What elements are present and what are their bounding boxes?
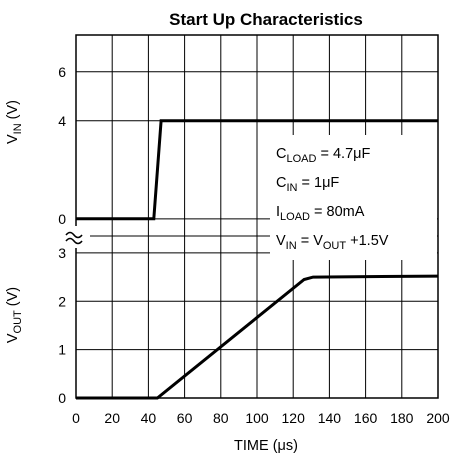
x-tick-label: 120 [282, 410, 306, 426]
y-tick-label: 6 [58, 64, 66, 80]
annotation-background [270, 135, 437, 260]
x-tick-label: 60 [177, 410, 193, 426]
y-tick-labels: 0 4 6 0 1 2 3 [58, 64, 66, 406]
x-tick-labels: 0 20 40 60 80 100 120 140 160 180 200 [72, 410, 450, 426]
axis-break-stroke [65, 231, 83, 239]
x-tick-label: 80 [213, 410, 229, 426]
x-tick-label: 0 [72, 410, 80, 426]
axis-break-stroke [65, 237, 83, 245]
y-tick-label: 1 [58, 342, 66, 358]
axis-break-icon [62, 226, 90, 248]
x-tick-label: 20 [104, 410, 120, 426]
y-tick-label: 0 [58, 390, 66, 406]
chart-title: Start Up Characteristics [169, 10, 363, 29]
x-tick-label: 180 [390, 410, 414, 426]
test-conditions: CLOAD = 4.7μF CIN = 1μF ILOAD = 80mA VIN = … [270, 135, 437, 260]
x-tick-label: 100 [245, 410, 269, 426]
x-tick-label: 40 [141, 410, 157, 426]
annotation-line: VIN = VOUT +1.5V [276, 233, 389, 252]
y-tick-label: 2 [58, 293, 66, 309]
x-tick-label: 200 [426, 410, 450, 426]
x-tick-label: 160 [354, 410, 378, 426]
y-tick-label: 4 [58, 113, 66, 129]
y-tick-label: 0 [58, 211, 66, 227]
annotation-line: ILOAD = 80mA [276, 204, 365, 223]
annotation-line: CIN = 1μF [276, 175, 339, 194]
x-tick-label: 140 [318, 410, 342, 426]
y-axis-label-vin: VIN (V) [5, 100, 24, 144]
series-line-vout [76, 274, 439, 400]
y-tick-label: 3 [58, 245, 66, 261]
y-axis-label-vout: VOUT (V) [5, 287, 24, 343]
plot-frame [75, 34, 439, 399]
series-lines [76, 119, 439, 400]
series-line-vin [76, 119, 438, 221]
x-axis-label: TIME (μs) [234, 438, 298, 454]
plot-border [75, 34, 439, 399]
annotation-line: CLOAD = 4.7μF [276, 146, 370, 165]
